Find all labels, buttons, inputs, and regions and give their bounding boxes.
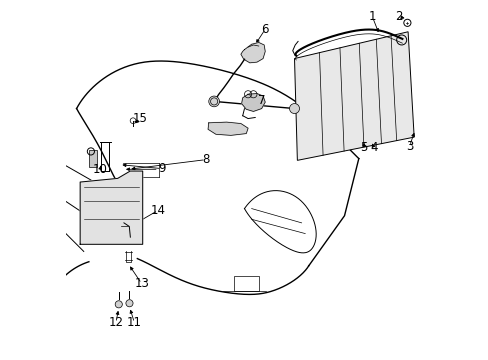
Polygon shape	[241, 42, 264, 63]
Bar	[89, 150, 97, 167]
Polygon shape	[207, 122, 247, 135]
Text: 4: 4	[369, 141, 377, 154]
Polygon shape	[294, 32, 413, 160]
Text: 14: 14	[150, 204, 165, 217]
Polygon shape	[80, 171, 142, 244]
Bar	[233, 276, 258, 291]
Text: 1: 1	[368, 10, 375, 23]
Circle shape	[289, 104, 299, 113]
Text: 12: 12	[108, 316, 123, 329]
Text: 8: 8	[202, 153, 209, 166]
Circle shape	[115, 301, 122, 308]
Text: 10: 10	[93, 163, 107, 176]
Text: 3: 3	[405, 140, 412, 153]
Text: 7: 7	[257, 94, 265, 107]
Text: 2: 2	[394, 10, 402, 23]
Text: 9: 9	[158, 162, 165, 175]
Text: 13: 13	[134, 277, 149, 290]
Polygon shape	[241, 94, 264, 111]
Circle shape	[208, 96, 219, 107]
Circle shape	[125, 300, 133, 307]
Text: 6: 6	[261, 23, 268, 36]
Text: 5: 5	[360, 141, 367, 154]
Text: 11: 11	[127, 316, 142, 329]
Text: 15: 15	[132, 112, 147, 125]
